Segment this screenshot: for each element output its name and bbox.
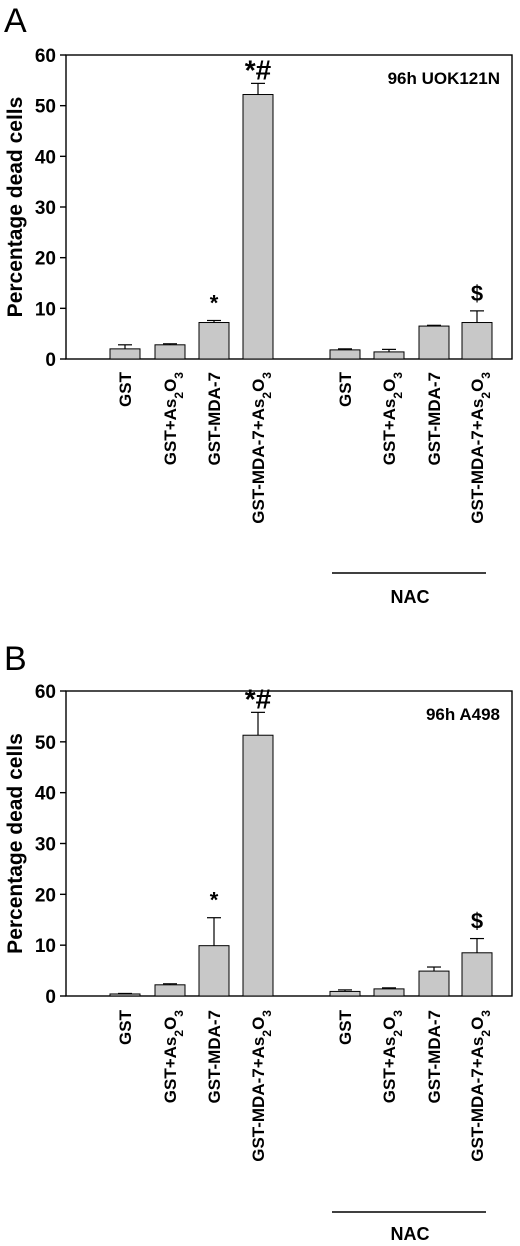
bar xyxy=(109,993,141,997)
category-label: GST+As2O3 xyxy=(380,372,405,466)
bar xyxy=(373,988,405,997)
panel-letter: A xyxy=(4,2,27,40)
panel-b: B Percentage dead cells 0 10 20 30 40 50 60 96h A… xyxy=(4,640,513,1244)
category-label: GST+As2O3 xyxy=(161,372,186,466)
category-label: GST-MDA-7 xyxy=(425,372,444,466)
significance-marker: $ xyxy=(471,909,483,934)
category-label: GST xyxy=(116,1009,135,1045)
bar xyxy=(418,325,450,360)
y-tick-label: 50 xyxy=(35,733,56,754)
category-label: GST xyxy=(336,1009,355,1045)
y-tick-label: 0 xyxy=(45,987,56,1008)
category-label: GST xyxy=(336,371,355,407)
y-tick-label: 60 xyxy=(35,682,56,703)
category-label: GST+As2O3 xyxy=(161,1010,186,1104)
inset-label: 96h UOK121N xyxy=(388,69,500,88)
bar xyxy=(154,984,186,997)
y-tick-label: 40 xyxy=(35,147,56,168)
plot-frame xyxy=(65,54,513,360)
bar xyxy=(461,952,493,997)
bar xyxy=(242,94,274,360)
category-label: GST-MDA-7+As2O3 xyxy=(468,372,493,524)
plot-frame xyxy=(65,690,513,997)
bar xyxy=(242,734,274,997)
y-tick-label: 60 xyxy=(35,46,56,67)
panel-a: A Percentage dead cells 0 10 20 30 40 50 60 96h U… xyxy=(4,2,513,607)
bar xyxy=(418,970,450,997)
bar xyxy=(109,348,141,360)
y-tick-label: 30 xyxy=(35,198,56,219)
bar xyxy=(198,322,230,360)
significance-marker: *# xyxy=(245,54,272,85)
y-tick-label: 10 xyxy=(35,936,56,957)
y-tick-label: 0 xyxy=(45,350,56,371)
significance-marker: *# xyxy=(245,683,272,714)
bar xyxy=(154,344,186,360)
group-label: NAC xyxy=(391,587,430,607)
significance-marker: * xyxy=(210,290,219,315)
panel-letter: B xyxy=(4,640,27,678)
y-axis-title: Percentage dead cells xyxy=(4,97,27,318)
category-label: GST-MDA-7 xyxy=(425,1010,444,1104)
category-label: GST xyxy=(116,371,135,407)
y-tick-label: 30 xyxy=(35,835,56,856)
y-tick-label: 20 xyxy=(35,249,56,270)
y-tick-label: 20 xyxy=(35,885,56,906)
bar xyxy=(329,990,361,997)
y-axis-title: Percentage dead cells xyxy=(4,733,27,954)
category-label: GST-MDA-7+As2O3 xyxy=(249,372,274,524)
category-label: GST-MDA-7 xyxy=(205,1010,224,1104)
y-tick-label: 40 xyxy=(35,784,56,805)
bar xyxy=(329,349,361,360)
category-label: GST-MDA-7+As2O3 xyxy=(249,1010,274,1162)
significance-marker: $ xyxy=(471,281,483,306)
bar xyxy=(198,945,230,997)
bar xyxy=(461,322,493,360)
y-tick-label: 10 xyxy=(35,299,56,320)
inset-label: 96h A498 xyxy=(426,705,500,724)
bar xyxy=(373,351,405,360)
y-tick-label: 50 xyxy=(35,97,56,118)
category-label: GST-MDA-7 xyxy=(205,372,224,466)
category-label: GST+As2O3 xyxy=(380,1010,405,1104)
significance-marker: * xyxy=(210,888,219,913)
group-label: NAC xyxy=(391,1224,430,1244)
category-label: GST-MDA-7+As2O3 xyxy=(468,1010,493,1162)
